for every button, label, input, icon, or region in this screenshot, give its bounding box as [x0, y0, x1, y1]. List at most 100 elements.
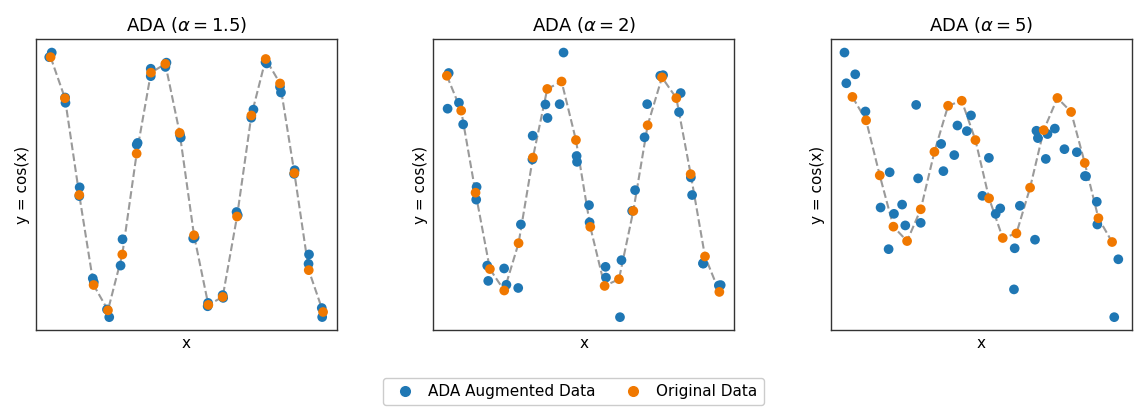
Original Data — [884, 223, 903, 230]
ADA Augmented Data — [872, 204, 890, 211]
ADA Augmented Data — [933, 141, 951, 147]
ADA Augmented Data — [111, 262, 130, 269]
ADA Augmented Data — [198, 299, 217, 306]
ADA Augmented Data — [626, 187, 645, 193]
ADA Augmented Data — [256, 59, 274, 66]
ADA Augmented Data — [127, 141, 146, 148]
ADA Augmented Data — [651, 72, 670, 79]
ADA Augmented Data — [1076, 173, 1094, 179]
Original Data — [242, 112, 260, 119]
ADA Augmented Data — [682, 192, 701, 198]
ADA Augmented Data — [468, 184, 486, 190]
Original Data — [952, 97, 970, 104]
ADA Augmented Data — [980, 154, 998, 161]
ADA Augmented Data — [991, 205, 1009, 212]
Y-axis label: y = cos(x): y = cos(x) — [413, 146, 428, 224]
Original Data — [1007, 230, 1025, 237]
Original Data — [843, 94, 861, 100]
Original Data — [1035, 127, 1053, 133]
ADA Augmented Data — [228, 212, 247, 218]
ADA Augmented Data — [857, 108, 875, 115]
ADA Augmented Data — [671, 90, 689, 96]
ADA Augmented Data — [694, 260, 712, 267]
ADA Augmented Data — [523, 156, 541, 163]
Original Data — [668, 95, 686, 102]
ADA Augmented Data — [313, 314, 331, 320]
ADA Augmented Data — [694, 260, 712, 266]
Original Data — [85, 282, 103, 288]
ADA Augmented Data — [1077, 173, 1095, 180]
Original Data — [898, 238, 916, 244]
ADA Augmented Data — [896, 222, 914, 229]
ADA Augmented Data — [284, 171, 303, 177]
Original Data — [142, 69, 161, 76]
Original Data — [696, 253, 715, 260]
ADA Augmented Data — [84, 275, 102, 282]
Title: ADA ($\alpha = 2$): ADA ($\alpha = 2$) — [532, 15, 635, 35]
Original Data — [1076, 160, 1094, 166]
ADA Augmented Data — [70, 184, 88, 191]
ADA Augmented Data — [1087, 199, 1106, 205]
Original Data — [438, 72, 457, 79]
ADA Augmented Data — [884, 211, 903, 217]
Original Data — [70, 192, 88, 198]
ADA Augmented Data — [114, 236, 132, 242]
ADA Augmented Data — [554, 49, 572, 56]
ADA Augmented Data — [523, 133, 541, 139]
ADA Augmented Data — [711, 282, 729, 288]
ADA Augmented Data — [186, 234, 204, 241]
Original Data — [481, 266, 499, 272]
ADA Augmented Data — [654, 72, 672, 78]
ADA Augmented Data — [479, 278, 498, 284]
Original Data — [1021, 184, 1039, 191]
Original Data — [99, 307, 117, 313]
Title: ADA ($\alpha = 1.5$): ADA ($\alpha = 1.5$) — [125, 15, 247, 35]
Original Data — [871, 172, 889, 179]
Original Data — [993, 235, 1012, 241]
ADA Augmented Data — [580, 219, 599, 225]
Original Data — [271, 80, 289, 87]
ADA Augmented Data — [907, 102, 926, 108]
Original Data — [582, 223, 600, 230]
ADA Augmented Data — [681, 174, 700, 180]
Original Data — [710, 289, 728, 295]
Original Data — [538, 85, 556, 92]
Y-axis label: y = cos(x): y = cos(x) — [810, 146, 825, 224]
Original Data — [567, 137, 585, 143]
Original Data — [1048, 95, 1067, 101]
ADA Augmented Data — [962, 112, 981, 119]
Original Data — [912, 206, 930, 213]
Original Data — [314, 309, 333, 315]
ADA Augmented Data — [1068, 149, 1086, 155]
ADA Augmented Data — [70, 193, 88, 199]
Original Data — [200, 301, 218, 308]
ADA Augmented Data — [986, 211, 1005, 217]
ADA Augmented Data — [97, 306, 116, 313]
ADA Augmented Data — [498, 282, 516, 288]
ADA Augmented Data — [623, 208, 641, 214]
ADA Augmented Data — [1038, 131, 1056, 138]
ADA Augmented Data — [1011, 202, 1029, 209]
Original Data — [524, 154, 543, 161]
ADA Augmented Data — [551, 101, 569, 107]
ADA Augmented Data — [974, 192, 992, 199]
ADA Augmented Data — [1029, 135, 1047, 141]
ADA Augmented Data — [244, 106, 263, 113]
X-axis label: x: x — [579, 336, 588, 351]
ADA Augmented Data — [949, 122, 967, 129]
ADA Augmented Data — [128, 140, 147, 146]
ADA Augmented Data — [611, 314, 630, 320]
Original Data — [213, 294, 232, 300]
ADA Augmented Data — [568, 153, 586, 159]
Original Data — [171, 130, 189, 136]
ADA Augmented Data — [1025, 236, 1044, 243]
ADA Augmented Data — [945, 152, 963, 159]
ADA Augmented Data — [835, 49, 853, 56]
ADA Augmented Data — [638, 101, 656, 107]
Original Data — [156, 61, 174, 67]
ADA Augmented Data — [172, 134, 190, 141]
Original Data — [56, 95, 75, 102]
ADA Augmented Data — [537, 101, 555, 108]
ADA Augmented Data — [100, 314, 118, 320]
Original Data — [257, 56, 275, 62]
